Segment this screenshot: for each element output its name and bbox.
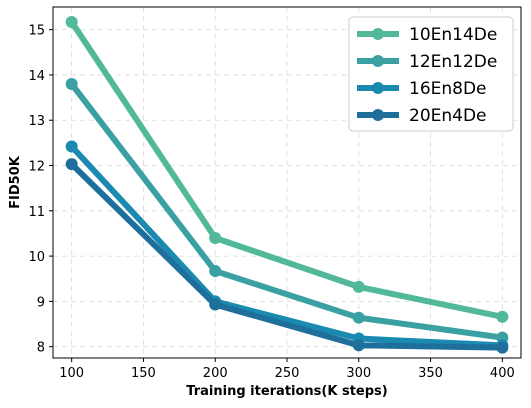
data-point <box>65 140 78 153</box>
data-point <box>65 158 78 171</box>
x-tick-label: 100 <box>59 366 84 381</box>
y-tick-label: 10 <box>28 250 45 265</box>
x-tick-label: 300 <box>346 366 371 381</box>
legend-swatch-marker <box>372 28 384 40</box>
x-tick-label: 350 <box>418 366 443 381</box>
y-tick-label: 8 <box>37 341 45 356</box>
legend-item: 16En8De <box>357 79 487 99</box>
x-tick-label: 200 <box>203 366 228 381</box>
legend-swatch-marker <box>372 82 384 94</box>
legend-label: 12En12De <box>409 52 497 72</box>
data-point <box>209 298 222 311</box>
data-point <box>352 311 365 324</box>
y-axis-ticks: 8 9 10 11 12 13 14 15 <box>28 24 53 356</box>
series-lines <box>65 15 509 354</box>
data-point <box>352 280 365 293</box>
legend-item: 10En14De <box>357 25 497 45</box>
series-line <box>68 143 506 349</box>
data-point <box>496 310 509 323</box>
legend-swatch-marker <box>372 55 384 67</box>
x-tick-label: 150 <box>131 366 156 381</box>
y-tick-label: 15 <box>28 24 45 39</box>
y-tick-label: 9 <box>37 295 45 310</box>
legend: 10En14De 12En12De 16En8De 20En4De <box>348 16 514 132</box>
y-tick-label: 12 <box>28 160 45 175</box>
series-line <box>68 18 506 320</box>
y-tick-label: 13 <box>28 114 45 129</box>
x-tick-label: 250 <box>275 366 300 381</box>
series-line <box>68 161 506 351</box>
data-point <box>496 341 509 354</box>
y-tick-label: 14 <box>28 69 45 84</box>
data-point <box>209 231 222 244</box>
legend-label: 10En14De <box>409 25 497 45</box>
legend-label: 20En4De <box>409 106 487 126</box>
data-point <box>65 15 78 28</box>
legend-label: 16En8De <box>409 79 487 99</box>
legend-swatch-marker <box>372 109 384 121</box>
x-axis-label: Training iterations(K steps) <box>186 384 387 399</box>
y-axis-label: FID50K <box>8 155 23 209</box>
series-12En12De <box>65 77 509 344</box>
series-20En4De <box>65 158 509 354</box>
legend-box <box>348 16 514 132</box>
series-line <box>68 80 506 341</box>
x-tick-label: 400 <box>490 366 515 381</box>
y-tick-label: 11 <box>28 205 45 220</box>
data-point <box>65 77 78 90</box>
legend-item: 20En4De <box>357 106 487 126</box>
data-point <box>209 265 222 278</box>
series-10En14De <box>65 15 509 323</box>
legend-item: 12En12De <box>357 52 497 72</box>
x-axis-ticks: 100 150 200 250 300 350 400 <box>59 358 515 381</box>
data-point <box>352 339 365 352</box>
